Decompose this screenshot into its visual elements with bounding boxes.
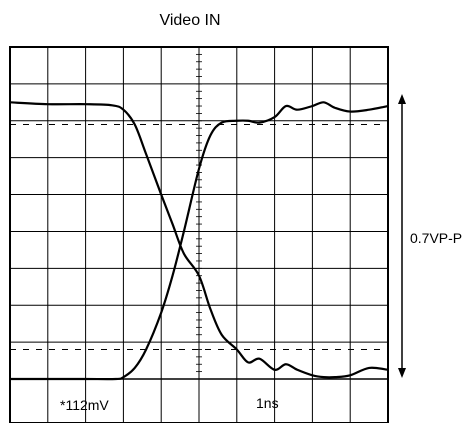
- traces: [9, 101, 389, 381]
- amplitude-arrow: [398, 94, 406, 378]
- chart-title: Video IN: [159, 12, 220, 29]
- amplitude-label: 0.7VP-P: [410, 230, 462, 246]
- vertical-scale-label: *112mV: [60, 397, 109, 413]
- trace-2: [9, 101, 389, 381]
- trace-1: [9, 101, 389, 379]
- reference-lines: [10, 123, 388, 350]
- horizontal-scale-label: 1ns: [256, 395, 279, 411]
